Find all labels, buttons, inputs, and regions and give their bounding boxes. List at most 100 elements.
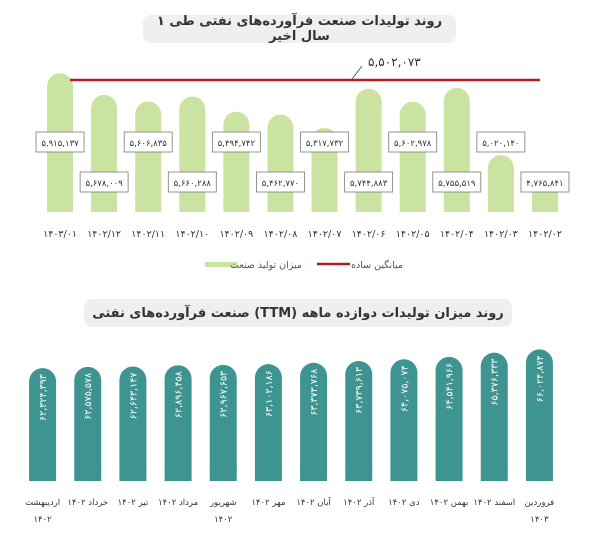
data-label: ۶۴,۰۷۵,۰۷۴ [399, 365, 410, 412]
data-label-box [388, 131, 438, 153]
bar-base [29, 467, 57, 481]
data-label: ۶۵,۳۷۶,۳۳۳ [490, 359, 501, 406]
bar [74, 366, 102, 481]
bar [164, 365, 192, 481]
data-label-box [167, 171, 217, 193]
x-tick-label: دی ۱۴۰۲ [388, 498, 420, 508]
x-tick-label-line2: ۱۴۰۳ [530, 515, 549, 525]
data-label-box [35, 131, 85, 153]
bar-base [443, 199, 470, 212]
data-label: ۶۶,۰۲۴,۸۷۴ [535, 355, 546, 402]
bar-base [390, 467, 418, 481]
bar-base [91, 199, 118, 212]
bar-base [74, 467, 102, 481]
bar-base [345, 467, 373, 481]
x-tick-label: ۱۴۰۲/۰۲ [528, 229, 562, 240]
x-tick-label: مهر ۱۴۰۲ [251, 498, 285, 508]
average-leader-line [351, 65, 363, 80]
x-tick-label: ۱۴۰۲/۰۹ [219, 229, 253, 240]
bar [480, 352, 508, 481]
bar [119, 366, 147, 481]
data-label: ۶۳,۷۳۹,۶۱۳ [354, 367, 365, 414]
data-label: ۶۲,۸۹۶,۴۵۸ [174, 371, 185, 418]
data-label: ۵,۶۰۶,۸۳۵ [130, 139, 168, 149]
bar [209, 364, 237, 481]
data-label: ۶۲,۳۲۴,۳۹۳ [38, 374, 49, 421]
x-tick-label: اسفند ۱۴۰۲ [473, 498, 515, 508]
data-label: ۶۳,۱۰۲,۱۸۶ [264, 370, 275, 417]
bar-base [487, 199, 514, 212]
data-label: ۵,۳۱۷,۷۳۲ [306, 139, 344, 149]
bar-base [164, 467, 192, 481]
x-tick-label: خرداد ۱۴۰۲ [67, 498, 108, 508]
bar [300, 362, 328, 481]
x-tick-label: ۱۴۰۲/۰۳ [484, 229, 518, 240]
x-tick-label: ۱۴۰۲/۰۷ [308, 229, 342, 240]
x-tick-label: ۱۴۰۲/۰۵ [396, 229, 430, 240]
data-label: ۶۲,۵۷۵,۵۷۸ [83, 373, 94, 420]
bar-base [480, 467, 508, 481]
data-label: ۵,۶۰۲,۹۷۸ [394, 139, 432, 149]
x-tick-label: ۱۴۰۲/۰۶ [352, 229, 386, 240]
x-tick-label: ۱۴۰۲/۱۱ [131, 229, 165, 240]
legend-swatch-production [205, 262, 237, 267]
data-label: ۵,۶۶۰,۲۸۸ [174, 179, 212, 189]
data-label-box [520, 171, 570, 193]
bar [487, 155, 514, 212]
data-label-box [211, 131, 261, 153]
bar-base [179, 199, 206, 212]
bar-base [254, 467, 282, 481]
x-tick-label: ۱۴۰۳/۰۱ [43, 229, 77, 240]
data-label: ۵,۷۵۵,۵۱۹ [438, 179, 476, 189]
data-label: ۴,۷۶۵,۸۴۱ [526, 179, 563, 189]
x-tick-label: آبان ۱۴۰۲ [296, 496, 331, 508]
bar [390, 359, 418, 481]
bar-base [209, 467, 237, 481]
x-tick-label: ۱۴۰۲/۱۰ [175, 229, 209, 240]
chart-1-title: روند تولیدات صنعت فرآورده‌های نفتی طی ۱ … [143, 14, 456, 44]
x-tick-label: اردیبهشت [25, 498, 60, 508]
x-tick-label-line2: ۱۴۰۲ [33, 515, 52, 525]
data-label: ۵,۴۶۲,۷۷۰ [262, 179, 299, 189]
bar-base [531, 199, 558, 212]
data-label: ۵,۷۴۴,۸۸۳ [350, 179, 388, 189]
bar-base [300, 467, 328, 481]
bar-base [47, 199, 74, 212]
bar [135, 101, 162, 212]
x-tick-label-line2: ۱۴۰۲ [214, 515, 233, 525]
bar [525, 349, 553, 481]
data-label: ۶۲,۹۶۷,۶۵۳ [219, 371, 230, 418]
bar-base [311, 199, 338, 212]
data-label: ۶۲,۶۴۳,۱۴۷ [128, 372, 139, 419]
bar-base [399, 199, 426, 212]
x-tick-label: تیر ۱۴۰۲ [118, 498, 149, 508]
data-label: ۵,۹۱۵,۱۳۷ [41, 139, 79, 149]
legend-label-average: میانگین ساده [351, 259, 403, 271]
bar [29, 368, 57, 481]
data-label-box [476, 131, 526, 153]
bar [345, 360, 373, 481]
bar [254, 364, 282, 481]
x-tick-label: بهمن ۱۴۰۲ [430, 498, 469, 508]
data-label: ۶۳,۳۷۳,۷۶۸ [309, 369, 320, 416]
bar [435, 356, 463, 481]
legend-label-production: میزان تولید صنعت [230, 260, 302, 271]
x-tick-label: مرداد ۱۴۰۲ [158, 498, 198, 508]
bar-base [119, 467, 147, 481]
bar-base [525, 467, 553, 481]
data-label-box [300, 131, 349, 153]
bar-base [223, 199, 250, 212]
data-label-box [79, 171, 129, 193]
data-label: ۵,۴۹۴,۷۴۲ [218, 139, 256, 149]
data-label: ۵,۰۲۰,۱۴۰ [482, 139, 519, 149]
bar-base [267, 199, 294, 212]
data-label-box [432, 171, 482, 193]
x-tick-label: فروردین [525, 498, 555, 508]
x-tick-label: ۱۴۰۲/۱۲ [87, 229, 121, 240]
data-label-box [344, 171, 394, 193]
data-label-box [256, 171, 305, 193]
data-label-box [123, 131, 173, 153]
data-label: ۶۴,۵۴۱,۹۶۶ [445, 363, 456, 410]
data-label: ۵,۶۷۸,۰۰۹ [85, 179, 123, 189]
